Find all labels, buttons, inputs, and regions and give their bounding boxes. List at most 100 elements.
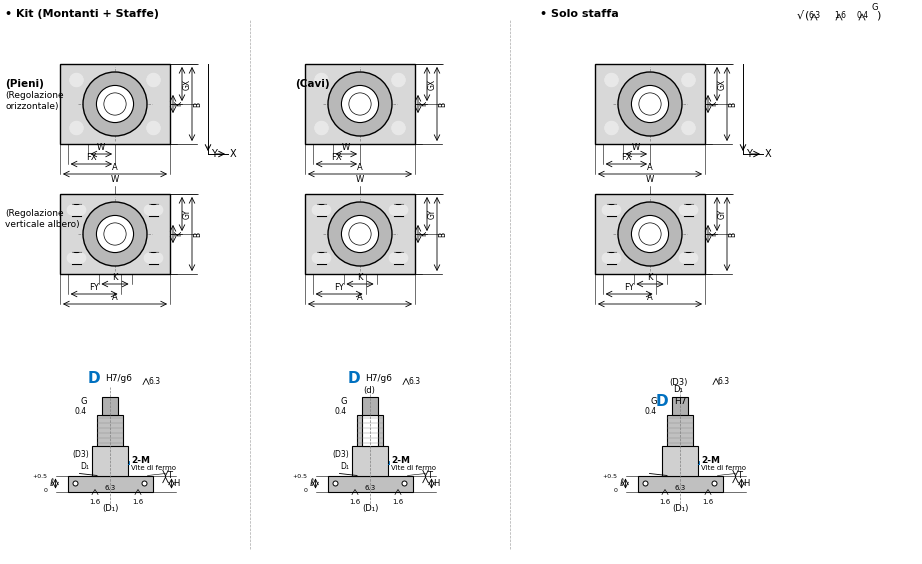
Bar	[357, 415, 383, 475]
Circle shape	[643, 481, 648, 486]
Text: D: D	[88, 371, 100, 386]
Circle shape	[601, 204, 613, 215]
Text: FY: FY	[334, 283, 344, 292]
Text: 6.3: 6.3	[809, 11, 822, 20]
Circle shape	[69, 73, 84, 87]
Text: 0: 0	[43, 488, 48, 494]
Circle shape	[618, 72, 682, 136]
Circle shape	[152, 204, 163, 215]
Text: 6.3: 6.3	[408, 377, 420, 386]
Text: • Solo staffa: • Solo staffa	[540, 9, 619, 19]
Text: H: H	[433, 479, 440, 488]
Text: 6.3: 6.3	[104, 486, 115, 491]
Text: T: T	[428, 471, 432, 480]
Text: Y: Y	[211, 149, 217, 159]
Circle shape	[391, 121, 406, 135]
Circle shape	[388, 253, 400, 263]
Circle shape	[391, 73, 406, 87]
Text: 2-M: 2-M	[391, 456, 410, 465]
Text: +0.5: +0.5	[292, 474, 308, 478]
Circle shape	[142, 481, 147, 486]
Circle shape	[97, 85, 134, 122]
Circle shape	[604, 121, 619, 135]
Text: GY: GY	[183, 209, 192, 219]
Circle shape	[144, 204, 155, 215]
Circle shape	[73, 481, 78, 486]
Text: K: K	[709, 231, 718, 236]
Text: (D3): (D3)	[332, 450, 349, 459]
Text: K: K	[357, 273, 362, 282]
Circle shape	[601, 253, 613, 263]
Text: A: A	[357, 293, 363, 302]
Bar	[149, 204, 158, 215]
Bar	[60, 64, 170, 144]
Text: 0.4: 0.4	[335, 407, 347, 416]
Text: K: K	[419, 231, 428, 236]
Circle shape	[66, 253, 77, 263]
Bar	[362, 415, 378, 446]
Text: 1.6: 1.6	[834, 11, 846, 20]
Circle shape	[618, 202, 682, 266]
Text: 1.6: 1.6	[133, 500, 144, 505]
Text: (: (	[805, 11, 810, 21]
Text: ℓ: ℓ	[310, 478, 313, 488]
Text: 6.3: 6.3	[718, 377, 730, 386]
Bar	[362, 396, 378, 415]
Circle shape	[76, 253, 87, 263]
Text: B: B	[438, 102, 447, 107]
Text: ℓ: ℓ	[50, 478, 53, 488]
Text: A: A	[112, 293, 118, 302]
Text: H7/g6: H7/g6	[105, 374, 132, 383]
Text: 6.3: 6.3	[148, 377, 160, 386]
Text: FY: FY	[89, 283, 99, 292]
Circle shape	[681, 73, 696, 87]
Text: G: G	[80, 397, 87, 406]
Text: X: X	[765, 149, 772, 159]
Circle shape	[83, 72, 147, 136]
Text: GY: GY	[428, 209, 437, 219]
Circle shape	[610, 204, 621, 215]
Text: G: G	[871, 3, 879, 12]
Text: (D3): (D3)	[668, 377, 687, 386]
Circle shape	[314, 73, 328, 87]
Text: • Kit (Montanti + Staffe): • Kit (Montanti + Staffe)	[5, 9, 159, 19]
Text: 0.4: 0.4	[857, 11, 869, 20]
Text: K: K	[419, 102, 428, 107]
Circle shape	[320, 204, 331, 215]
Text: G: G	[651, 397, 657, 406]
Text: 6.3: 6.3	[674, 486, 686, 491]
Text: B: B	[728, 231, 737, 236]
Text: W: W	[646, 175, 654, 184]
Text: (Regolazione
orizzontale): (Regolazione orizzontale)	[5, 91, 64, 111]
Text: B: B	[728, 102, 737, 107]
Text: 1.6: 1.6	[393, 500, 404, 505]
Text: A: A	[112, 163, 118, 172]
Text: A: A	[647, 163, 653, 172]
Text: 0: 0	[303, 488, 308, 494]
Bar	[662, 446, 698, 475]
Bar	[395, 204, 403, 215]
Text: (D₁): (D₁)	[672, 504, 688, 513]
Text: FY: FY	[624, 283, 634, 292]
Circle shape	[632, 215, 668, 253]
Text: T: T	[738, 471, 742, 480]
Text: GY: GY	[718, 209, 727, 219]
Bar	[67, 475, 152, 491]
Text: W: W	[632, 143, 641, 152]
Text: D₁: D₁	[673, 386, 683, 394]
Text: 1.6: 1.6	[89, 500, 100, 505]
Circle shape	[402, 481, 407, 486]
Text: A: A	[647, 293, 653, 302]
Text: Vite di fermo: Vite di fermo	[391, 465, 436, 470]
Text: W: W	[97, 143, 105, 152]
Text: FX: FX	[621, 153, 632, 162]
Text: X: X	[230, 149, 237, 159]
Circle shape	[312, 253, 323, 263]
Text: Vite di fermo: Vite di fermo	[131, 465, 176, 470]
Text: T: T	[168, 471, 172, 480]
Circle shape	[97, 215, 134, 253]
Circle shape	[69, 73, 84, 87]
Circle shape	[687, 253, 698, 263]
Circle shape	[341, 85, 379, 122]
Bar	[317, 253, 325, 263]
